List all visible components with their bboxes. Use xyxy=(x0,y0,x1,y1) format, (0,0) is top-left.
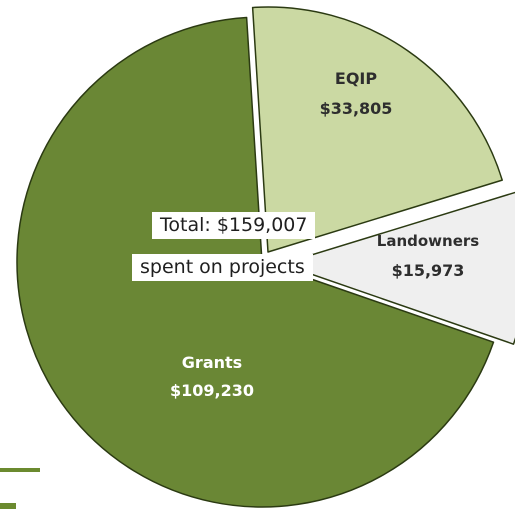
slice-name-label: EQIP xyxy=(335,69,377,88)
decorative-green-line-2 xyxy=(0,503,16,509)
slice-name-label: Landowners xyxy=(377,232,480,250)
slice-value-label: $33,805 xyxy=(320,99,393,118)
slice-value-label: $15,973 xyxy=(392,261,465,280)
total-label-line2: spent on projects xyxy=(132,254,313,281)
pie-slice-eqip xyxy=(251,6,503,253)
decorative-green-line xyxy=(0,468,40,472)
slice-value-label: $109,230 xyxy=(170,381,254,400)
total-label-line1: Total: $159,007 xyxy=(152,212,316,239)
pie-slice-landowners xyxy=(281,191,515,345)
slice-name-label: Grants xyxy=(182,353,242,372)
